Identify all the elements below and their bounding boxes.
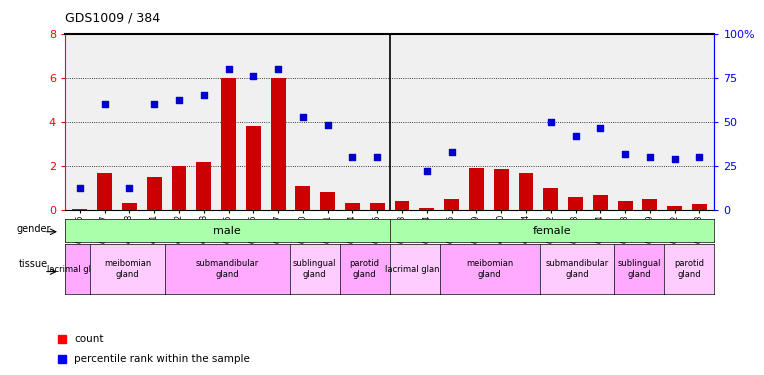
Point (445, 148, 458, 154)
Bar (568, 197, 583, 210)
Point (222, 66, 235, 72)
Text: parotid
gland: parotid gland (675, 260, 704, 279)
Point (668, 156, 681, 162)
Point (123, 185, 135, 191)
Point (694, 154, 706, 160)
Bar (519, 172, 533, 210)
Bar (97, 172, 112, 210)
Text: parotid
gland: parotid gland (350, 260, 380, 279)
Bar (543, 188, 558, 210)
Point (322, 122, 334, 128)
Bar (122, 203, 137, 210)
Text: sublingual
gland: sublingual gland (293, 260, 336, 279)
Text: submandibular
gland: submandibular gland (545, 260, 609, 279)
Bar (469, 168, 484, 210)
Bar (643, 199, 657, 210)
Text: meibomian
gland: meibomian gland (104, 260, 151, 279)
Bar (667, 206, 682, 210)
Point (272, 66, 284, 72)
Point (296, 114, 309, 120)
Text: percentile rank within the sample: percentile rank within the sample (74, 354, 250, 364)
Bar (593, 195, 607, 210)
Point (173, 97, 185, 103)
Point (421, 168, 433, 174)
Bar (692, 204, 707, 210)
Bar (172, 166, 186, 210)
Bar (147, 177, 162, 210)
Bar (494, 169, 509, 210)
Text: female: female (533, 226, 571, 236)
Point (594, 126, 607, 132)
Bar (246, 126, 261, 210)
Point (644, 154, 656, 160)
Text: gender: gender (16, 225, 51, 234)
Point (99, 101, 111, 107)
Bar (270, 78, 286, 210)
Point (248, 73, 260, 79)
Point (569, 133, 581, 139)
Bar (345, 203, 360, 210)
Bar (320, 192, 335, 210)
Bar (296, 186, 310, 210)
Text: sublingual
gland: sublingual gland (617, 260, 661, 279)
Text: count: count (74, 334, 104, 344)
Point (346, 154, 358, 160)
Bar (370, 203, 385, 210)
Bar (196, 162, 211, 210)
Point (619, 151, 631, 157)
Text: meibomian
gland: meibomian gland (466, 260, 513, 279)
Text: lacrimal gland: lacrimal gland (47, 265, 108, 274)
Text: GDS1009 / 384: GDS1009 / 384 (65, 11, 160, 24)
Bar (617, 201, 633, 210)
Text: submandibular
gland: submandibular gland (196, 260, 259, 279)
Bar (394, 201, 410, 210)
Bar (444, 199, 459, 210)
Point (371, 154, 384, 160)
Bar (221, 78, 236, 210)
Text: tissue: tissue (19, 259, 48, 269)
Point (148, 101, 160, 107)
Bar (419, 208, 434, 210)
Text: lacrimal gland: lacrimal gland (385, 265, 445, 274)
Text: male: male (213, 226, 241, 236)
Bar (73, 209, 87, 210)
Point (545, 119, 557, 125)
Point (198, 93, 210, 99)
Point (73, 185, 86, 191)
